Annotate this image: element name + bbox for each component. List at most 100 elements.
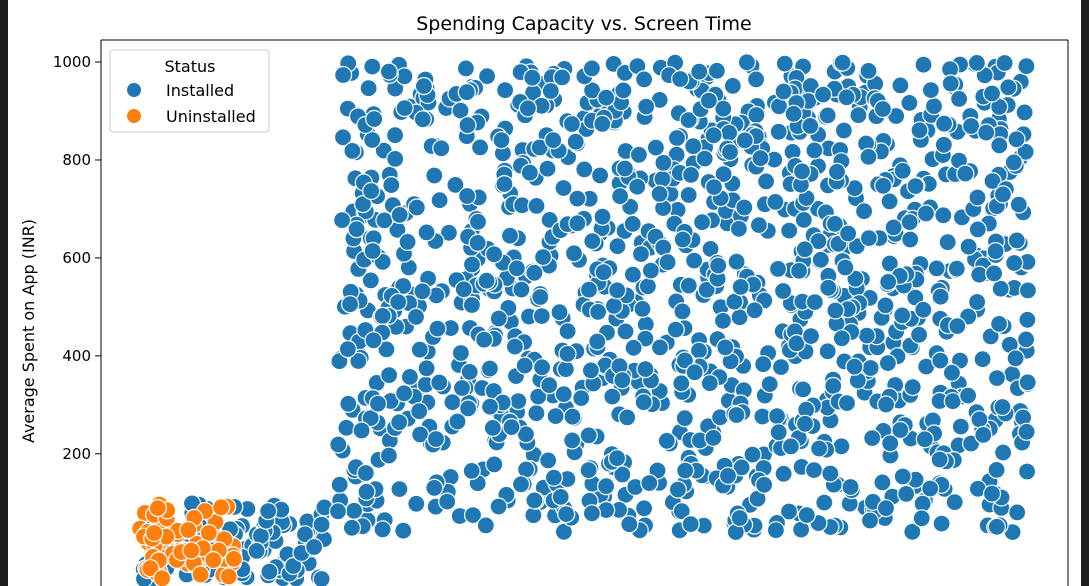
point-installed — [329, 435, 348, 454]
point-installed — [833, 53, 852, 72]
point-installed — [343, 141, 362, 160]
point-installed — [704, 178, 724, 197]
point-installed — [356, 463, 375, 483]
point-installed — [714, 99, 733, 118]
point-installed — [984, 264, 1004, 283]
point-uninstalled — [141, 559, 160, 578]
point-installed — [646, 138, 666, 157]
point-installed — [558, 344, 577, 363]
point-installed — [743, 445, 762, 464]
point-installed — [379, 62, 398, 81]
point-installed — [845, 179, 864, 198]
point-installed — [900, 93, 919, 113]
point-installed — [475, 330, 494, 349]
point-installed — [897, 484, 916, 503]
point-installed — [673, 302, 692, 321]
point-installed — [827, 162, 847, 181]
point-installed — [735, 198, 754, 217]
point-installed — [525, 491, 544, 510]
point-uninstalled — [204, 550, 223, 570]
point-installed — [797, 505, 816, 525]
y-ticks: 200 400 600 800 1000 — [53, 53, 101, 463]
point-installed — [697, 280, 716, 299]
y-tick-label: 200 — [62, 445, 91, 463]
point-installed — [620, 515, 639, 534]
point-installed — [430, 191, 449, 210]
point-installed — [386, 126, 405, 145]
point-installed — [714, 165, 733, 184]
point-installed — [948, 317, 967, 336]
point-installed — [333, 128, 353, 147]
point-installed — [608, 281, 627, 300]
point-installed — [720, 143, 740, 162]
point-installed — [673, 230, 692, 249]
point-installed — [579, 426, 598, 445]
point-installed — [362, 181, 381, 201]
point-installed — [594, 263, 613, 282]
point-installed — [751, 149, 770, 168]
point-installed — [468, 212, 488, 231]
point-installed — [891, 76, 910, 95]
point-installed — [564, 244, 584, 263]
point-installed — [695, 149, 714, 168]
point-installed — [284, 556, 303, 576]
point-installed — [959, 237, 978, 256]
point-installed — [727, 405, 746, 425]
point-installed — [533, 248, 553, 267]
point-installed — [352, 421, 371, 440]
point-installed — [554, 522, 574, 541]
point-installed — [653, 169, 672, 189]
point-installed — [588, 302, 608, 321]
point-installed — [516, 425, 536, 444]
point-installed — [981, 327, 1000, 346]
point-installed — [539, 451, 558, 470]
point-installed — [801, 327, 821, 346]
point-installed — [413, 282, 432, 301]
point-installed — [650, 338, 670, 357]
point-installed — [876, 395, 896, 414]
point-installed — [489, 497, 508, 516]
point-installed — [754, 475, 774, 494]
point-installed — [590, 166, 610, 185]
point-installed — [909, 325, 929, 344]
point-installed — [259, 502, 278, 521]
point-installed — [379, 446, 398, 465]
point-installed — [575, 160, 594, 179]
legend-marker-uninstalled — [127, 109, 141, 123]
point-installed — [914, 300, 933, 319]
point-installed — [841, 477, 860, 497]
point-installed — [353, 195, 373, 214]
point-installed — [425, 478, 444, 497]
point-installed — [613, 371, 632, 390]
point-installed — [462, 461, 481, 480]
point-installed — [730, 308, 749, 327]
point-installed — [719, 123, 739, 142]
point-installed — [603, 387, 622, 406]
point-installed — [478, 67, 497, 86]
point-installed — [629, 145, 649, 164]
point-installed — [364, 331, 383, 350]
point-installed — [390, 413, 409, 432]
point-installed — [457, 83, 476, 102]
point-installed — [554, 178, 573, 198]
point-installed — [934, 114, 954, 133]
point-installed — [1016, 330, 1036, 349]
point-installed — [771, 358, 791, 377]
point-installed — [891, 420, 910, 440]
point-installed — [760, 375, 779, 394]
point-installed — [729, 219, 749, 238]
point-installed — [251, 526, 270, 546]
point-installed — [637, 97, 656, 116]
point-installed — [260, 562, 279, 581]
point-installed — [836, 258, 855, 277]
point-installed — [410, 402, 429, 421]
point-installed — [463, 505, 483, 525]
point-installed — [961, 116, 981, 136]
point-installed — [502, 418, 521, 437]
point-installed — [794, 210, 813, 229]
point-installed — [628, 177, 647, 196]
point-installed — [616, 322, 635, 341]
point-installed — [859, 229, 879, 248]
point-installed — [552, 68, 572, 87]
